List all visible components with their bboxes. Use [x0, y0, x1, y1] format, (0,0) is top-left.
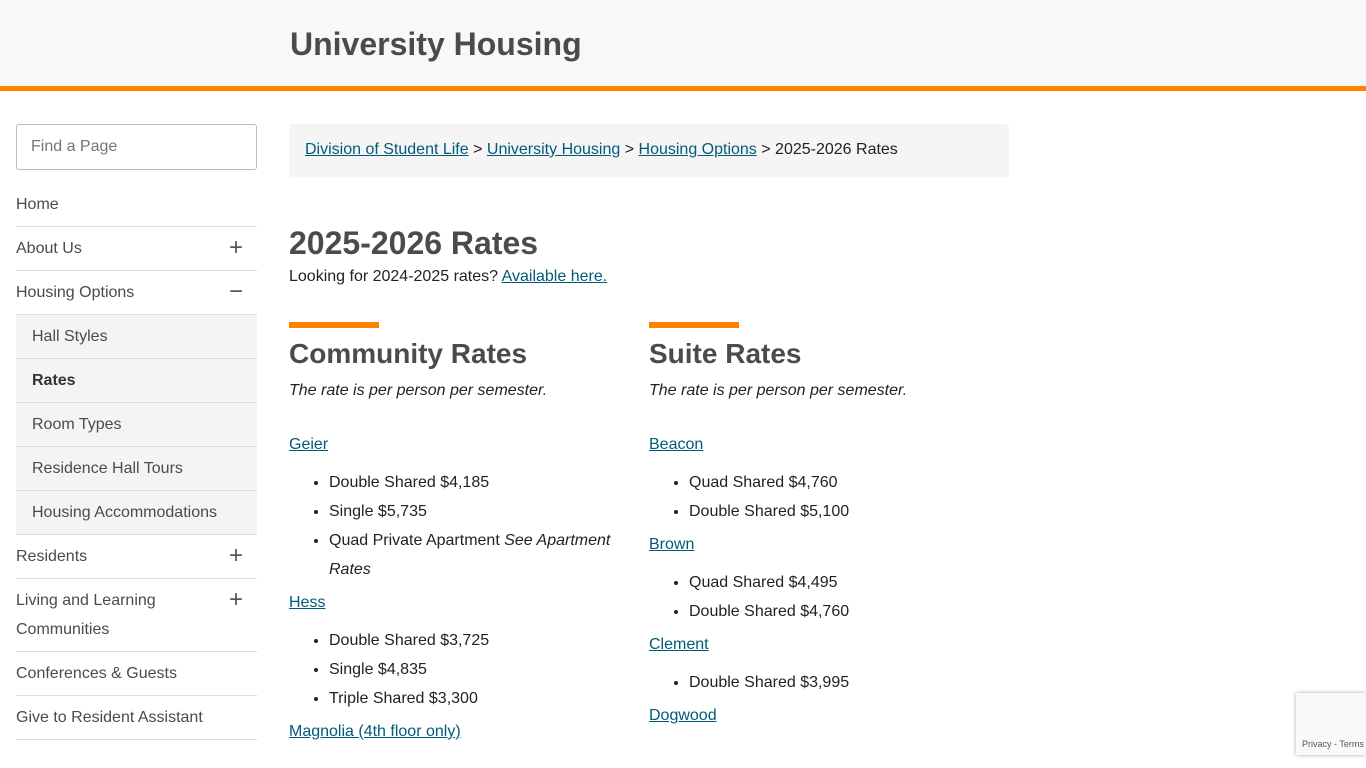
- sidebar-item-label: Rates: [32, 372, 76, 389]
- sidebar-item-label: Housing Accommodations: [32, 504, 217, 521]
- rate-note: The rate is per person per semester.: [289, 382, 548, 399]
- breadcrumb-link[interactable]: Division of Student Life: [305, 141, 469, 158]
- sidebar-item[interactable]: Give to Resident Assistant: [16, 696, 257, 740]
- hall-link[interactable]: Dogwood: [649, 707, 717, 724]
- rate-item: Quad Private Apartment See Apartment Rat…: [329, 526, 649, 584]
- sidebar-item[interactable]: Housing Options −: [16, 271, 257, 315]
- sidebar-item[interactable]: Living and Learning Communities +: [16, 579, 257, 652]
- sidebar-item-label: Living and Learning Communities: [16, 592, 156, 638]
- breadcrumb-link[interactable]: Housing Options: [638, 141, 757, 158]
- accent-bar: [289, 322, 379, 328]
- rate-item: Double Shared $5,100: [689, 497, 1009, 526]
- main-content: Division of Student Life > University Ho…: [289, 124, 1009, 755]
- sidebar-item-label: Conferences & Guests: [16, 665, 177, 682]
- sidebar-item[interactable]: Hall Styles: [16, 315, 257, 359]
- rate-item: Triple Shared $3,300: [329, 684, 649, 713]
- sidebar-item[interactable]: Housing Accommodations: [16, 491, 257, 535]
- rate-item: Quad Shared $4,760: [689, 468, 1009, 497]
- hall-link[interactable]: Brown: [649, 536, 695, 553]
- hall-link[interactable]: Geier: [289, 436, 329, 453]
- sidebar: Home About Us + Housing Options − Hall Styles…: [16, 124, 257, 740]
- rate-list: Double Shared $4,185Single $5,735Quad Pr…: [289, 468, 649, 584]
- sidebar-item-label: Room Types: [32, 416, 122, 433]
- rate-item: Single $5,735: [329, 497, 649, 526]
- hall-link[interactable]: Beacon: [649, 436, 704, 453]
- rate-note: The rate is per person per semester.: [649, 382, 908, 399]
- sidebar-item-label: Housing Options: [16, 284, 135, 301]
- collapse-icon[interactable]: −: [228, 278, 243, 305]
- rate-list: Double Shared $3,995: [649, 668, 1009, 697]
- expand-icon[interactable]: +: [228, 234, 243, 261]
- breadcrumb: Division of Student Life > University Ho…: [289, 124, 1009, 177]
- rates-column: Suite Rates The rate is per person per se…: [649, 322, 1009, 755]
- previous-rates-link[interactable]: Available here.: [501, 268, 608, 285]
- sidebar-item[interactable]: Home: [16, 183, 257, 227]
- sidebar-item-label: Residence Hall Tours: [32, 460, 183, 477]
- sidebar-item-label: About Us: [16, 240, 82, 257]
- rate-item: Double Shared $3,995: [689, 668, 1009, 697]
- rate-item: Double Shared $4,760: [689, 597, 1009, 626]
- rate-list: Quad Shared $4,760Double Shared $5,100: [649, 468, 1009, 526]
- rates-column: Community Rates The rate is per person pe…: [289, 322, 649, 755]
- intro-text: Looking for 2024-2025 rates?: [289, 268, 499, 285]
- site-title[interactable]: University Housing: [290, 26, 582, 62]
- rate-list: Double Shared $3,725Single $4,835Triple …: [289, 626, 649, 713]
- rate-item: Double Shared $3,725: [329, 626, 649, 655]
- accent-bar: [649, 322, 739, 328]
- rate-item: Single $4,835: [329, 655, 649, 684]
- find-page-input[interactable]: [16, 124, 257, 170]
- sidebar-item[interactable]: Room Types: [16, 403, 257, 447]
- rate-item: Double Shared $4,185: [329, 468, 649, 497]
- expand-icon[interactable]: +: [228, 542, 243, 569]
- hall-link[interactable]: Magnolia (4th floor only): [289, 723, 461, 740]
- recaptcha-badge[interactable]: Privacy - Terms: [1296, 693, 1366, 755]
- sidebar-nav: Home About Us + Housing Options − Hall Styles…: [16, 183, 257, 740]
- sidebar-item[interactable]: Conferences & Guests: [16, 652, 257, 696]
- section-title: Suite Rates: [649, 338, 802, 369]
- hall-link[interactable]: Clement: [649, 636, 709, 653]
- sidebar-item-label: Hall Styles: [32, 328, 108, 345]
- site-header: University Housing: [0, 0, 1366, 91]
- sidebar-item[interactable]: About Us +: [16, 227, 257, 271]
- sidebar-item-label: Give to Resident Assistant: [16, 709, 203, 726]
- sidebar-item[interactable]: Rates: [16, 359, 257, 403]
- rate-list: Quad Shared $4,495Double Shared $4,760: [649, 568, 1009, 626]
- section-title: Community Rates: [289, 338, 528, 369]
- hall-link[interactable]: Hess: [289, 594, 326, 611]
- breadcrumb-current: 2025-2026 Rates: [775, 141, 898, 158]
- recaptcha-links[interactable]: Privacy - Terms: [1302, 739, 1364, 749]
- breadcrumb-link[interactable]: University Housing: [486, 141, 621, 158]
- sidebar-item[interactable]: Residence Hall Tours: [16, 447, 257, 491]
- sidebar-item[interactable]: Residents +: [16, 535, 257, 579]
- expand-icon[interactable]: +: [228, 586, 243, 613]
- page-title: 2025-2026 Rates: [289, 225, 539, 261]
- sidebar-item-label: Home: [16, 196, 59, 213]
- sidebar-item-label: Residents: [16, 548, 88, 565]
- rate-item: Quad Shared $4,495: [689, 568, 1009, 597]
